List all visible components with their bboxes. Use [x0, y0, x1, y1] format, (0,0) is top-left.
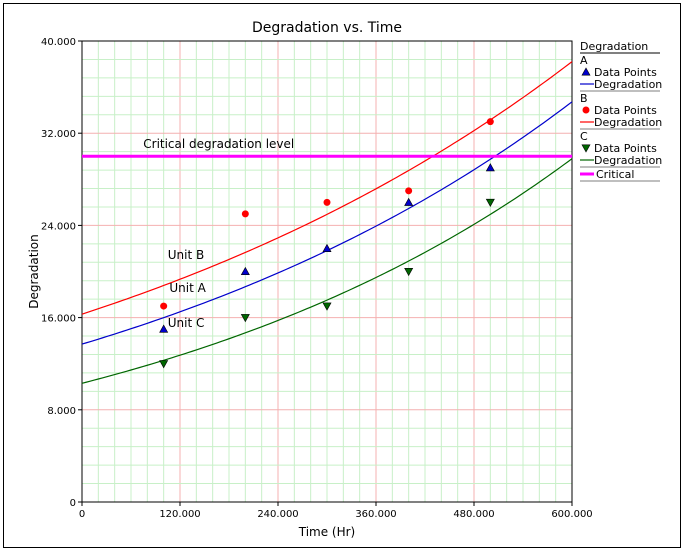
data-point-b [160, 302, 168, 310]
legend-marker-b [582, 106, 590, 114]
legend-line-label: Degradation [594, 78, 662, 91]
x-tick-label: 480.000 [453, 509, 494, 520]
data-point-a [485, 163, 495, 172]
x-tick-label: 600.000 [551, 509, 592, 520]
tick-labels: 0 120.000 240.000 360.000 480.000 600.000 0 8.0… [41, 37, 593, 520]
legend-critical-label: Critical [596, 168, 634, 181]
data-point-b [323, 198, 331, 206]
legend-series-name: C [580, 130, 588, 143]
y-tick-label: 40.000 [41, 37, 76, 48]
data-point-a [240, 266, 250, 276]
legend-line-label: Degradation [594, 116, 662, 129]
legend-line-label: Degradation [594, 154, 662, 167]
chart-frame [3, 3, 681, 548]
legend-marker-c [581, 144, 591, 153]
x-tick-label: 0 [79, 509, 85, 520]
x-tick-label: 240.000 [257, 509, 298, 520]
annotation-label: Unit B [168, 248, 204, 262]
y-tick-label: 24.000 [41, 221, 76, 232]
data-point-c [240, 314, 250, 323]
y-tick-label: 0 [70, 498, 76, 509]
y-tick-label: 16.000 [41, 314, 76, 325]
data-point-b [405, 187, 413, 195]
annotation-label: Unit C [168, 316, 205, 330]
legend-marker-a [581, 67, 591, 76]
y-axis-label: Degradation [27, 234, 41, 308]
data-point-b [241, 210, 249, 218]
plot-area-border [81, 40, 573, 503]
data-point-c [322, 302, 332, 311]
legend-points-label: Data Points [594, 104, 657, 117]
data-point-a [322, 243, 332, 252]
x-tick-label: 120.000 [159, 509, 200, 520]
legend-points-label: Data Points [594, 142, 657, 155]
legend-series-name: B [580, 92, 588, 105]
legend-title: Degradation [580, 40, 648, 53]
data-point-b [486, 118, 494, 126]
x-axis-label: Time (Hr) [298, 525, 356, 539]
y-tick-label: 32.000 [41, 129, 76, 140]
chart-title: Degradation vs. Time [252, 20, 402, 36]
data-point-c [485, 198, 495, 207]
data-point-c [404, 267, 414, 277]
annotations: Critical degradation level Unit B Unit A Un… [143, 137, 294, 330]
legend-points-label: Data Points [594, 66, 657, 79]
data-point-a [404, 197, 414, 206]
y-tick-label: 8.000 [47, 406, 76, 417]
data-point-a [159, 324, 169, 333]
annotation-label: Unit A [169, 281, 206, 295]
data-point-c [159, 360, 169, 369]
x-tick-label: 360.000 [355, 509, 396, 520]
legend-series-name: A [580, 54, 588, 67]
annotation-label: Critical degradation level [143, 137, 294, 151]
grid [82, 41, 572, 502]
data-points [159, 118, 495, 369]
